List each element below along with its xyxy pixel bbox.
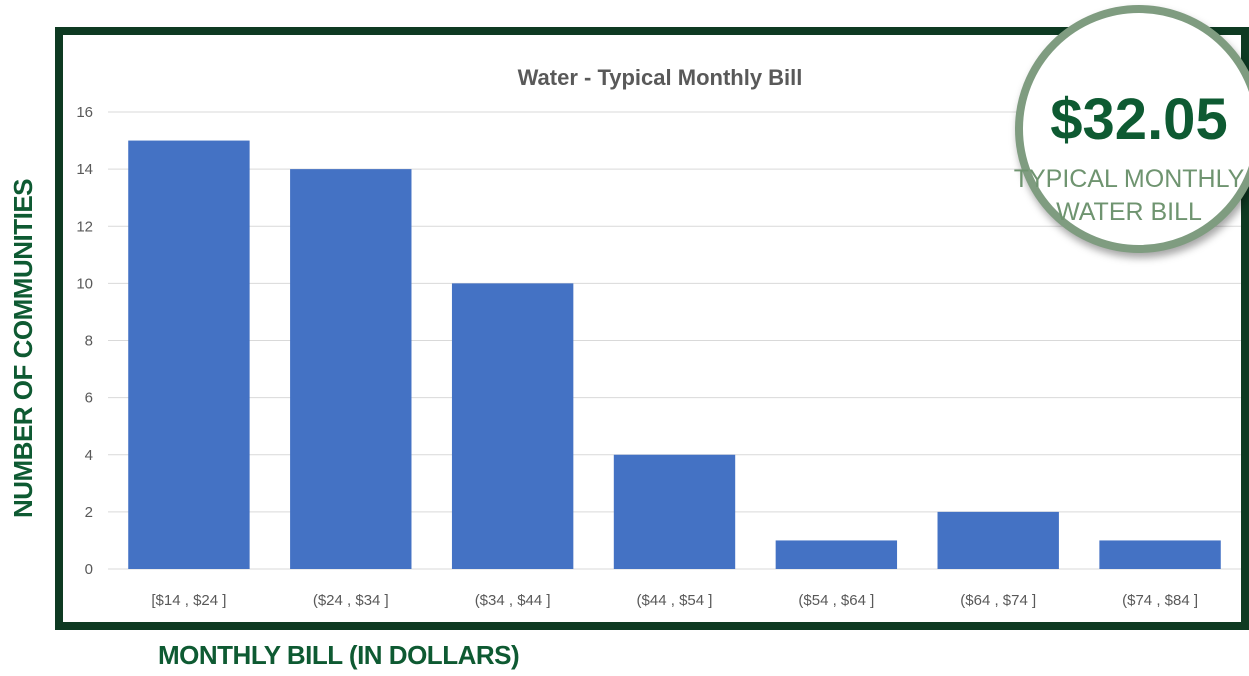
x-tick-label: ($64 , $74 ] — [960, 592, 1036, 609]
bar — [1099, 540, 1221, 569]
y-tick-label: 0 — [85, 561, 93, 578]
x-tick-label: ($34 , $44 ] — [475, 592, 551, 609]
y-tick-label: 6 — [85, 390, 93, 407]
bar — [775, 540, 898, 569]
x-tick-label: ($44 , $54 ] — [637, 592, 713, 609]
bar — [613, 454, 736, 569]
bars — [128, 140, 1221, 569]
y-axis-title: NUMBER OF COMMUNITIES — [8, 178, 39, 518]
bar — [937, 511, 1059, 569]
x-tick-label: [$14 , $24 ] — [151, 592, 226, 609]
badge-caption-line2: WATER BILL — [1056, 197, 1202, 226]
y-tick-labels: 0 2 4 6 8 10 12 14 16 — [76, 104, 93, 578]
chart-title: Water - Typical Monthly Bill — [518, 65, 803, 90]
y-tick-label: 2 — [85, 504, 93, 521]
bar — [451, 283, 574, 569]
typical-bill-badge: $32.05 TYPICAL MONTHLY WATER BILL — [1014, 5, 1249, 253]
y-tick-label: 12 — [76, 218, 93, 235]
badge-value: $32.05 — [1050, 87, 1228, 152]
x-tick-label: ($24 , $34 ] — [313, 592, 389, 609]
y-tick-label: 10 — [76, 275, 93, 292]
x-tick-label: ($74 , $84 ] — [1122, 592, 1198, 609]
x-tick-label: ($54 , $64 ] — [798, 592, 874, 609]
badge-caption: TYPICAL MONTHLY WATER BILL — [1003, 163, 1249, 228]
badge-caption-line1: TYPICAL MONTHLY — [1013, 165, 1245, 193]
y-tick-label: 14 — [76, 161, 93, 178]
bar — [290, 169, 412, 569]
y-tick-label: 4 — [85, 447, 93, 464]
x-axis-title: MONTHLY BILL (IN DOLLARS) — [158, 640, 520, 670]
y-tick-label: 8 — [85, 333, 93, 350]
bar — [128, 140, 250, 569]
x-tick-labels: [$14 , $24 ] ($24 , $34 ] ($34 , $44 ] ($44… — [151, 592, 1198, 609]
y-tick-label: 16 — [76, 104, 93, 121]
bar-chart: Water - Typical Monthly Bill 0 2 4 6 8 10 12 14… — [76, 65, 1241, 609]
